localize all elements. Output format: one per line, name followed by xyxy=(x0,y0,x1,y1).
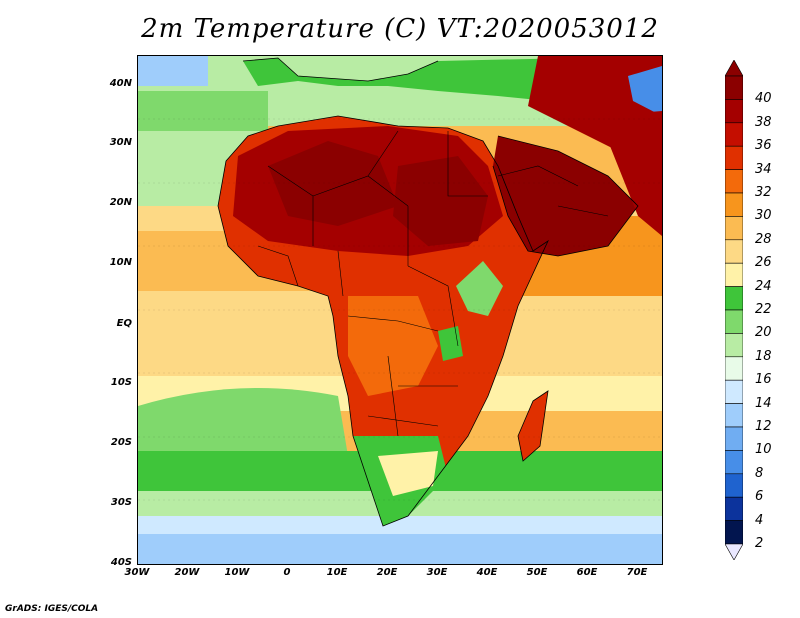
colorbar-segment xyxy=(725,333,743,358)
colorbar-segment xyxy=(725,122,743,147)
central-africa-warm xyxy=(348,296,438,396)
x-tick-label: 20E xyxy=(376,567,398,578)
colorbar-label: 10 xyxy=(755,442,772,458)
colorbar-label: 22 xyxy=(755,302,772,317)
colorbar-label: 14 xyxy=(755,395,772,411)
colorbar-label: 2 xyxy=(755,536,764,551)
colorbar-segment xyxy=(725,239,743,264)
x-tick-label: 70E xyxy=(626,567,648,578)
ethiopia-highlands xyxy=(456,261,503,316)
north-atlantic-green xyxy=(138,91,268,131)
x-tick-label: 0 xyxy=(283,567,291,578)
map-canvas xyxy=(138,56,662,564)
x-tick-label: 10W xyxy=(224,567,250,578)
colorbar-segment xyxy=(725,450,743,475)
colorbar-segment xyxy=(725,356,743,381)
madagascar xyxy=(518,391,548,461)
y-tick-label: 10S xyxy=(110,377,132,388)
y-tick-label: 40S xyxy=(110,557,132,568)
colorbar-segment xyxy=(725,520,743,545)
colorbar-label: 16 xyxy=(755,372,772,388)
iran-pakistan-hot xyxy=(598,111,662,236)
colorbar-segment xyxy=(725,309,743,334)
colorbar-label: 34 xyxy=(755,161,772,177)
y-tick-label: 30S xyxy=(110,497,132,508)
x-tick-label: 60E xyxy=(576,567,598,578)
colorbar-segment xyxy=(725,496,743,521)
colorbar-label: 4 xyxy=(755,512,764,528)
south-atlantic-green xyxy=(138,388,348,456)
map-title: 2m Temperature (C) VT:2020053012 xyxy=(141,14,659,44)
arabian-peninsula xyxy=(493,136,638,256)
x-tick-label: 10E xyxy=(326,567,348,578)
colorbar-label: 26 xyxy=(755,255,772,271)
colorbar-bottom-arrow xyxy=(725,543,743,560)
colorbar-label: 40 xyxy=(755,91,772,107)
colorbar-segment xyxy=(725,262,743,287)
colorbar-label: 24 xyxy=(755,278,772,294)
africa-coastline xyxy=(217,115,549,527)
y-tick-label: 10N xyxy=(109,257,132,268)
x-tick-label: 50E xyxy=(526,567,548,578)
colorbar-segment xyxy=(725,145,743,170)
colorbar-segment xyxy=(725,426,743,451)
colorbar xyxy=(725,60,743,560)
x-tick-label: 40E xyxy=(476,567,498,578)
graticule xyxy=(138,118,662,501)
mountain-cold-patch xyxy=(628,66,662,116)
colorbar-label: 6 xyxy=(755,489,764,505)
colorbar-segment xyxy=(725,75,743,100)
colorbar-segment xyxy=(725,473,743,498)
arabia-coastline xyxy=(492,135,639,257)
colorbar-segment xyxy=(725,216,743,241)
colorbar-label: 20 xyxy=(755,325,772,341)
y-tick-label: 20S xyxy=(110,437,132,448)
x-tick-label: 30E xyxy=(426,567,448,578)
x-tick-label: 30W xyxy=(124,567,150,578)
y-tick-label: 30N xyxy=(109,137,132,148)
credit-text: GrADS: IGES/COLA xyxy=(5,604,99,614)
x-tick-label: 20W xyxy=(174,567,200,578)
southern-ocean-blue xyxy=(138,534,662,564)
colorbar-label: 30 xyxy=(755,208,772,224)
colorbar-segment xyxy=(725,192,743,217)
colorbar-label: 38 xyxy=(755,114,772,130)
y-tick-label: EQ xyxy=(116,318,132,329)
north-atlantic-blue xyxy=(138,56,208,86)
country-borders xyxy=(257,130,609,437)
colorbar-label: 32 xyxy=(755,185,772,200)
colorbar-segment xyxy=(725,379,743,404)
colorbar-label: 18 xyxy=(755,348,772,364)
europe-coastline xyxy=(242,57,439,82)
colorbar-segment xyxy=(725,169,743,194)
madagascar-coastline xyxy=(517,390,549,462)
temperature-map xyxy=(137,55,663,565)
colorbar-label: 36 xyxy=(755,138,772,154)
colorbar-label: 8 xyxy=(755,465,764,481)
lake-victoria-region xyxy=(438,326,463,361)
south-pale-band xyxy=(138,516,662,538)
colorbar-top-arrow xyxy=(725,60,743,77)
sudan-core xyxy=(393,156,488,246)
colorbar-segment xyxy=(725,286,743,311)
y-tick-label: 20N xyxy=(109,197,132,208)
colorbar-label: 12 xyxy=(755,419,772,434)
y-tick-label: 40N xyxy=(109,78,132,89)
colorbar-label: 28 xyxy=(755,231,772,247)
south-africa-plateau xyxy=(378,451,438,496)
sahara-core xyxy=(268,141,398,226)
colorbar-segment xyxy=(725,99,743,124)
colorbar-segment xyxy=(725,403,743,428)
